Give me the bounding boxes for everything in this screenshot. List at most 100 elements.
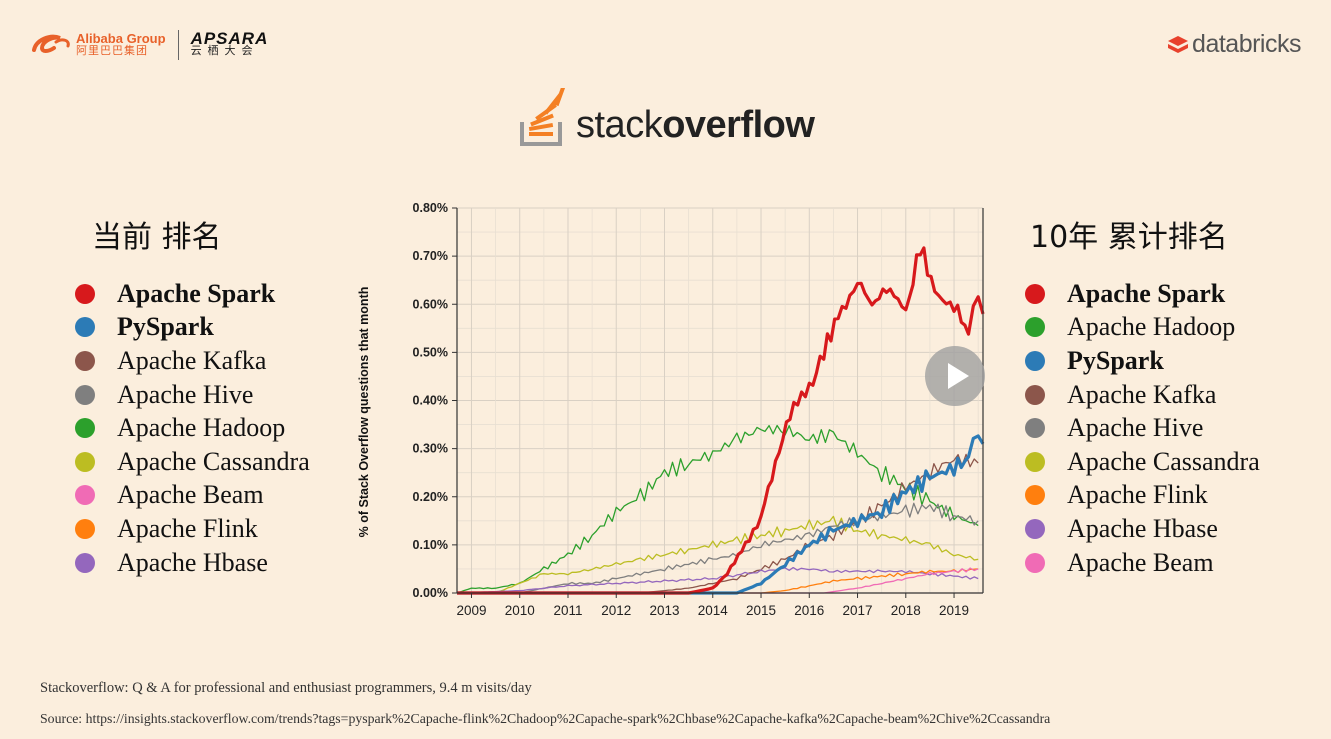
legend-dot-icon bbox=[1025, 317, 1045, 338]
ranking-label: Apache Spark bbox=[117, 278, 276, 308]
series-line bbox=[457, 515, 979, 594]
ranking-label: Apache Cassandra bbox=[1067, 446, 1260, 476]
ranking-item: Apache Kafka bbox=[1025, 378, 1260, 412]
video-play-button[interactable] bbox=[925, 346, 985, 406]
trend-chart: 0.00% 0.10% 0.20% 0.30% 0.40% 0.50% 0.60% 0.70%… bbox=[357, 201, 985, 618]
ranking-item: PySpark bbox=[1025, 344, 1260, 378]
apsara-logo: APSARA 云栖大会 bbox=[190, 29, 269, 57]
x-tick-label: 2016 bbox=[794, 603, 824, 618]
legend-dot-icon bbox=[1025, 485, 1045, 506]
ranking-label: Apache Beam bbox=[117, 480, 264, 510]
apsara-name-cn: 云栖大会 bbox=[190, 45, 259, 57]
chart-grid bbox=[457, 207, 983, 594]
x-tick-label: 2011 bbox=[553, 603, 582, 618]
legend-dot-icon bbox=[1025, 384, 1045, 405]
legend-dot-icon bbox=[75, 350, 95, 371]
stackoverflow-icon bbox=[520, 88, 566, 146]
y-tick-label: 0.50% bbox=[413, 345, 448, 359]
ranking-label: PySpark bbox=[1067, 345, 1164, 375]
x-tick-label: 2017 bbox=[843, 603, 873, 618]
left-ranking-list: Apache Spark PySpark Apache Kafka Apache Hi… bbox=[75, 277, 310, 579]
legend-dot-icon bbox=[75, 518, 95, 539]
alibaba-mark-icon bbox=[32, 34, 70, 53]
legend-dot-icon bbox=[75, 552, 95, 573]
y-tick-label: 0.20% bbox=[413, 490, 448, 504]
series-line bbox=[456, 424, 979, 594]
ranking-label: Apache Cassandra bbox=[117, 446, 310, 476]
play-icon bbox=[948, 363, 969, 389]
ranking-item: Apache Hadoop bbox=[1025, 311, 1260, 345]
x-tick-label: 2015 bbox=[746, 603, 776, 618]
left-panel-title: 当前 排名 bbox=[92, 220, 222, 255]
right-ranking-list: Apache Spark Apache Hadoop PySpark Apache K… bbox=[1025, 277, 1260, 579]
so-word-bold: overflow bbox=[662, 104, 815, 146]
legend-dot-icon bbox=[1025, 350, 1045, 371]
y-tick-label: 0.00% bbox=[413, 586, 448, 600]
footer-source[interactable]: Source: https://insights.stackoverflow.c… bbox=[40, 711, 1051, 726]
y-tick-label: 0.80% bbox=[413, 201, 448, 215]
y-tick-label: 0.30% bbox=[413, 442, 448, 456]
ranking-label: Apache Spark bbox=[1067, 278, 1226, 308]
apsara-name-en: APSARA bbox=[190, 29, 269, 48]
y-axis-label: % of Stack Overflow questions that month bbox=[357, 287, 371, 538]
stackoverflow-logo: stackoverflow bbox=[520, 88, 815, 146]
legend-dot-icon bbox=[1025, 451, 1045, 472]
chart-axes: 0.00% 0.10% 0.20% 0.30% 0.40% 0.50% 0.60% 0.70%… bbox=[413, 201, 984, 618]
x-tick-label: 2014 bbox=[698, 603, 729, 618]
ranking-item: Apache Spark bbox=[75, 277, 310, 311]
ranking-item: Apache Beam bbox=[1025, 546, 1260, 580]
legend-dot-icon bbox=[1025, 518, 1045, 539]
y-tick-label: 0.70% bbox=[413, 249, 448, 263]
x-tick-label: 2010 bbox=[505, 603, 535, 618]
ranking-item: Apache Beam bbox=[75, 479, 310, 513]
ranking-item: Apache Hbase bbox=[75, 546, 310, 580]
ranking-item: Apache Flink bbox=[1025, 479, 1260, 513]
ranking-label: Apache Hbase bbox=[117, 547, 268, 577]
y-tick-label: 0.40% bbox=[413, 394, 448, 408]
databricks-name: databricks bbox=[1192, 30, 1301, 58]
legend-dot-icon bbox=[75, 384, 95, 405]
legend-dot-icon bbox=[1025, 418, 1045, 439]
ranking-label: Apache Flink bbox=[1067, 480, 1208, 510]
ranking-item: Apache Cassandra bbox=[1025, 445, 1260, 479]
ranking-label: Apache Flink bbox=[117, 513, 258, 543]
x-tick-label: 2013 bbox=[649, 603, 679, 618]
x-tick-label: 2018 bbox=[891, 603, 921, 618]
legend-dot-icon bbox=[75, 451, 95, 472]
ranking-label: Apache Hive bbox=[117, 379, 254, 409]
logo-divider bbox=[177, 30, 179, 60]
ranking-item: Apache Hive bbox=[1025, 411, 1260, 445]
ranking-item: Apache Flink bbox=[75, 512, 310, 546]
legend-dot-icon bbox=[75, 485, 95, 506]
so-word-light: stack bbox=[576, 104, 663, 146]
databricks-icon bbox=[1168, 35, 1189, 53]
alibaba-name-cn: 阿里巴巴集团 bbox=[76, 45, 148, 57]
ranking-label: Apache Hbase bbox=[1067, 513, 1218, 543]
ranking-label: Apache Hadoop bbox=[117, 413, 286, 443]
ranking-item: Apache Hadoop bbox=[75, 411, 310, 445]
x-tick-label: 2019 bbox=[939, 603, 969, 618]
alibaba-name-en: Alibaba Group bbox=[76, 31, 166, 46]
ranking-item: Apache Hbase bbox=[1025, 512, 1260, 546]
legend-dot-icon bbox=[75, 283, 95, 304]
x-tick-label: 2012 bbox=[601, 603, 631, 618]
ranking-label: Apache Beam bbox=[1067, 547, 1214, 577]
ranking-label: Apache Kafka bbox=[117, 345, 267, 375]
legend-dot-icon bbox=[1025, 552, 1045, 573]
ranking-label: Apache Hive bbox=[1067, 413, 1204, 443]
ranking-label: Apache Kafka bbox=[1067, 379, 1217, 409]
ranking-label: PySpark bbox=[117, 312, 214, 342]
x-tick-label: 2009 bbox=[456, 603, 486, 618]
legend-dot-icon bbox=[1025, 283, 1045, 304]
alibaba-logo: Alibaba Group 阿里巴巴集团 APSARA 云栖大会 bbox=[30, 30, 268, 60]
y-tick-label: 0.10% bbox=[413, 538, 448, 552]
y-tick-label: 0.60% bbox=[413, 297, 448, 311]
ranking-item: PySpark bbox=[75, 311, 310, 345]
ranking-item: Apache Cassandra bbox=[75, 445, 310, 479]
series-line bbox=[456, 566, 979, 594]
ranking-item: Apache Hive bbox=[75, 378, 310, 412]
ranking-label: Apache Hadoop bbox=[1067, 312, 1236, 342]
databricks-logo: databricks bbox=[1167, 30, 1301, 59]
ranking-item: Apache Kafka bbox=[75, 344, 310, 378]
legend-dot-icon bbox=[75, 317, 95, 338]
